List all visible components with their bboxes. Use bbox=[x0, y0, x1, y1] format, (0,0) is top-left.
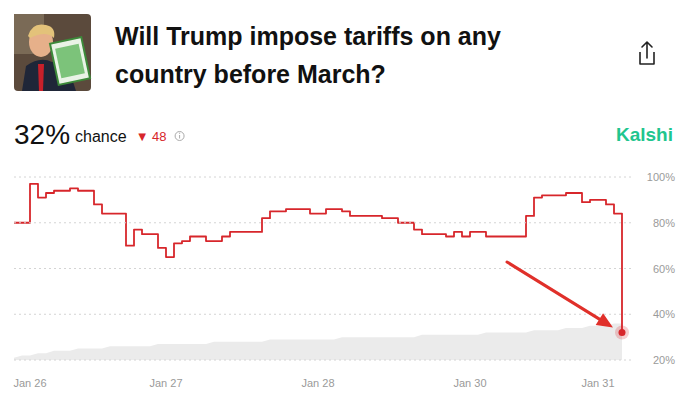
price-change: ▼ 48 bbox=[136, 129, 167, 144]
info-circle bbox=[175, 132, 184, 141]
share-button[interactable] bbox=[640, 42, 654, 64]
arrow-shaft bbox=[507, 262, 599, 319]
plot-data bbox=[14, 184, 629, 360]
thumbnail-sheet bbox=[50, 37, 90, 85]
info-dot bbox=[179, 133, 180, 134]
y-tick-label: 100% bbox=[647, 171, 675, 183]
thumbnail-hair bbox=[28, 24, 54, 38]
y-tick-label: 60% bbox=[653, 263, 675, 275]
info-stem bbox=[179, 135, 180, 139]
volume-area bbox=[14, 323, 622, 360]
x-tick-label: Jan 30 bbox=[453, 377, 486, 389]
thumbnail-sheet-table bbox=[55, 44, 85, 78]
axis-labels: 20% 40% 60% 80% 100% Jan 26 Jan 27 Jan 28 Jan 30… bbox=[13, 171, 675, 389]
price-caption: chance bbox=[75, 128, 127, 145]
grid-line bbox=[14, 360, 634, 361]
title-line: Will Trump impose tariffs on any bbox=[115, 22, 501, 50]
thumbnail bbox=[14, 14, 91, 91]
grid-line bbox=[14, 268, 634, 269]
title-line: country before March? bbox=[115, 60, 386, 88]
grid-line bbox=[14, 314, 634, 315]
info-icon[interactable] bbox=[175, 132, 184, 141]
y-tick-label: 40% bbox=[653, 308, 675, 320]
x-tick-label: Jan 28 bbox=[301, 377, 334, 389]
thumbnail-tie bbox=[38, 64, 44, 91]
chart-root: Will Trump impose tariffs on any country … bbox=[0, 0, 680, 395]
grid bbox=[14, 177, 634, 360]
title: Will Trump impose tariffs on any country … bbox=[115, 22, 501, 88]
x-tick-label: Jan 27 bbox=[149, 377, 182, 389]
y-tick-label: 20% bbox=[653, 354, 675, 366]
arrow-head bbox=[596, 313, 613, 327]
annotation-arrow bbox=[507, 262, 613, 328]
share-arrow bbox=[642, 42, 652, 58]
end-dot-halo bbox=[615, 326, 629, 340]
price-line bbox=[14, 184, 622, 333]
brand: Kalshi bbox=[616, 124, 673, 145]
thumbnail-bg bbox=[14, 14, 91, 91]
end-dot bbox=[619, 329, 626, 336]
y-tick-label: 80% bbox=[653, 217, 675, 229]
x-tick-label: Jan 31 bbox=[581, 377, 614, 389]
grid-line bbox=[14, 222, 634, 223]
grid-line bbox=[14, 177, 634, 178]
price: 32% bbox=[14, 119, 70, 150]
x-tick-label: Jan 26 bbox=[13, 377, 46, 389]
